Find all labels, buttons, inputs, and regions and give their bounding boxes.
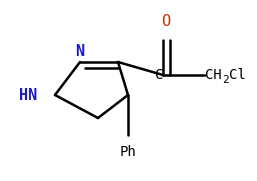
Text: C: C: [155, 68, 163, 82]
Text: 2: 2: [222, 75, 229, 85]
Text: HN: HN: [19, 87, 37, 102]
Text: Ph: Ph: [120, 145, 136, 159]
Text: Cl: Cl: [229, 68, 246, 82]
Text: N: N: [76, 45, 85, 60]
Text: O: O: [161, 14, 171, 30]
Text: CH: CH: [205, 68, 222, 82]
